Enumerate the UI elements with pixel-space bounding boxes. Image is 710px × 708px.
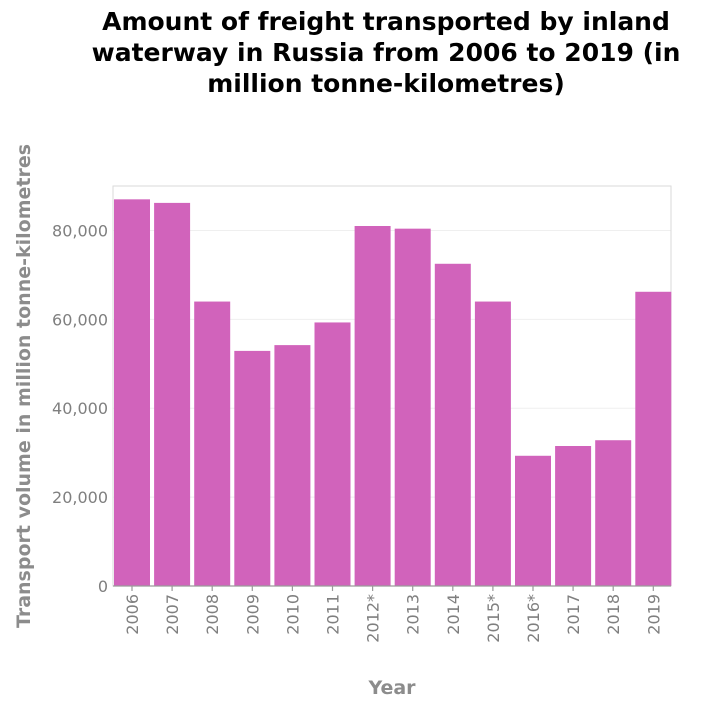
x-tick-label: 2018 [604, 594, 623, 635]
bar [354, 226, 391, 586]
chart-title-line-3: million tonne-kilometres) [207, 69, 565, 98]
y-tick-label: 0 [98, 577, 108, 596]
x-tick-label: 2006 [123, 594, 142, 635]
bar [515, 455, 551, 586]
x-tick-label: 2009 [243, 594, 262, 635]
bar [394, 228, 431, 586]
y-tick-label: 80,000 [52, 221, 108, 240]
x-tick-label: 2008 [203, 594, 222, 635]
chart-title-line-2: waterway in Russia from 2006 to 2019 (in [92, 38, 681, 67]
x-tick-label: 2011 [324, 594, 343, 635]
bar [595, 440, 632, 586]
bar [274, 345, 311, 586]
y-tick-label: 20,000 [52, 488, 108, 507]
chart-title-line-1: Amount of freight transported by inland [102, 7, 670, 36]
bar [234, 350, 271, 586]
y-tick-label: 60,000 [52, 310, 108, 329]
bar [474, 301, 511, 586]
bar [434, 263, 471, 586]
chart-title: Amount of freight transported by inland … [92, 7, 681, 98]
bars [114, 199, 672, 587]
x-tick-label: 2007 [163, 594, 182, 635]
x-tick-label: 2010 [283, 594, 302, 635]
x-tick-label: 2019 [644, 594, 663, 635]
y-tick-label: 40,000 [52, 399, 108, 418]
x-tick-label: 2015* [484, 594, 503, 643]
bar [194, 301, 231, 586]
bar [114, 199, 150, 587]
bar [314, 322, 351, 586]
x-axis-title: Year [367, 677, 416, 699]
x-tick-label: 2016* [524, 594, 543, 643]
bar [154, 202, 191, 586]
x-tick-label: 2013 [404, 594, 423, 635]
x-tick-labels: 2006 2007 2008 2009 2010 2011 2012* 2013 2014 201… [123, 586, 663, 643]
y-axis-title: Transport volume in million tonne-kilome… [13, 144, 35, 628]
y-tick-labels: 0 20,000 40,000 60,000 80,000 [52, 221, 108, 596]
bar [555, 446, 592, 586]
x-tick-label: 2017 [564, 594, 583, 635]
x-tick-label: 2014 [444, 594, 463, 635]
bar [635, 291, 672, 586]
x-tick-label: 2012* [364, 594, 383, 643]
